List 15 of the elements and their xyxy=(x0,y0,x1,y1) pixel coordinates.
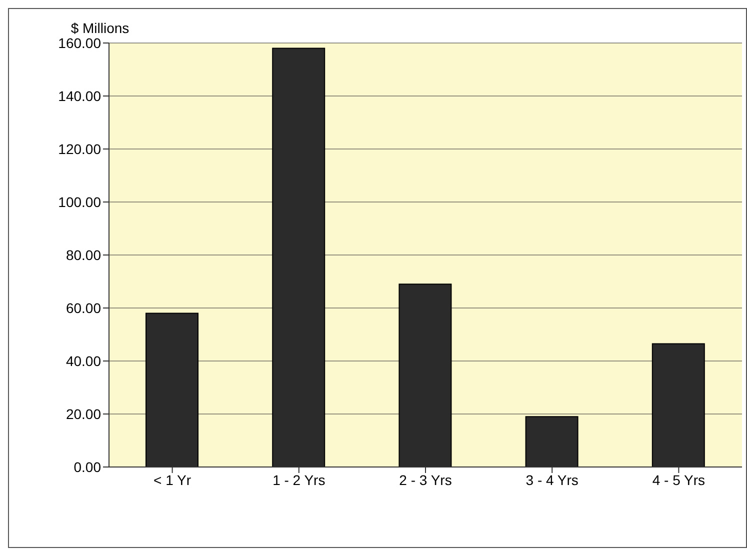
y-tick-label: 60.00 xyxy=(66,300,102,316)
x-tick-label: 1 - 2 Yrs xyxy=(272,472,326,488)
x-tick-label: 3 - 4 Yrs xyxy=(526,472,578,488)
y-tick-label: 140.00 xyxy=(58,88,102,104)
y-tick-label: 0.00 xyxy=(74,458,102,475)
x-tick-label: 2 - 3 Yrs xyxy=(399,472,452,488)
x-tick-label: < 1 Yr xyxy=(154,472,192,488)
y-tick-label: 100.00 xyxy=(58,194,102,210)
y-tick-label: 40.00 xyxy=(66,352,102,369)
y-tick-label: 160.00 xyxy=(58,34,102,51)
y-tick-label: 80.00 xyxy=(66,246,102,263)
y-tick-label: 120.00 xyxy=(58,140,102,157)
x-tick-label: 4 - 5 Yrs xyxy=(652,472,706,488)
y-axis-title: $ Millions xyxy=(70,20,130,36)
y-tick-label: 20.00 xyxy=(66,406,102,422)
